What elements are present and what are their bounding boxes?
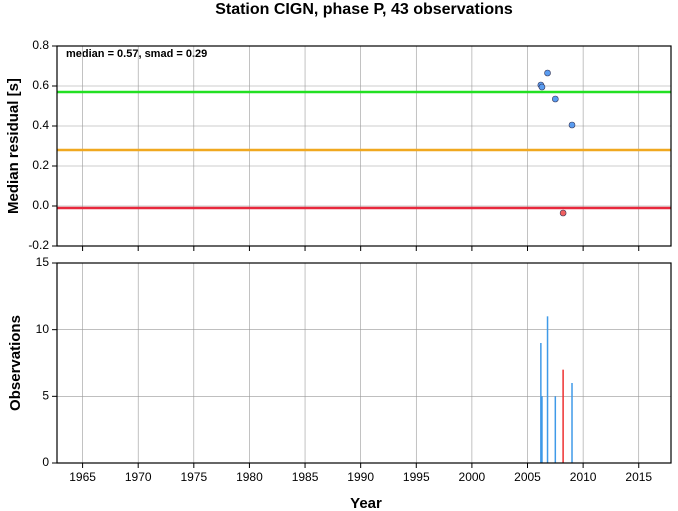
point — [544, 69, 551, 77]
point — [552, 95, 559, 103]
bar — [554, 396, 557, 463]
y-axis-label: Observations — [7, 315, 24, 411]
point — [559, 209, 567, 217]
y-tick-label: 0.6 — [32, 78, 49, 92]
y-tick-label: 0.2 — [32, 158, 49, 172]
x-tick-label: 1990 — [347, 470, 374, 484]
y-tick-label: 0 — [42, 455, 49, 469]
x-axis-label: Year — [350, 495, 382, 511]
x-tick-label: 1975 — [180, 470, 207, 484]
bar — [546, 316, 549, 463]
chart-title: Station CIGN, phase P, 43 observations — [215, 1, 513, 18]
bar — [541, 396, 543, 463]
x-tick-label: 2015 — [625, 470, 652, 484]
annotation: median = 0.57, smad = 0.29 — [66, 48, 207, 60]
point — [538, 83, 546, 91]
x-tick-label: 1980 — [236, 470, 263, 484]
plot-frame — [56, 262, 672, 464]
x-tick-label: 2010 — [570, 470, 597, 484]
y-tick-label: 0.4 — [32, 118, 49, 132]
y-tick-label: 10 — [36, 322, 50, 336]
y-tick-label: -0.2 — [28, 238, 49, 252]
y-axis-label: Median residual [s] — [5, 78, 22, 214]
bar — [571, 383, 573, 463]
x-tick-label: 1965 — [69, 470, 96, 484]
bar — [562, 369, 564, 463]
y-tick-label: 0.8 — [32, 38, 49, 52]
x-tick-label: 1995 — [403, 470, 430, 484]
x-tick-label: 2000 — [459, 470, 486, 484]
point — [568, 121, 576, 129]
y-tick-label: 5 — [42, 389, 49, 403]
x-tick-label: 1970 — [125, 470, 152, 484]
x-tick-label: 1985 — [292, 470, 319, 484]
x-tick-label: 2005 — [514, 470, 541, 484]
y-tick-label: 0.0 — [32, 198, 49, 212]
y-tick-label: 15 — [36, 255, 50, 269]
plot-frame — [56, 45, 672, 247]
bar — [540, 343, 542, 463]
